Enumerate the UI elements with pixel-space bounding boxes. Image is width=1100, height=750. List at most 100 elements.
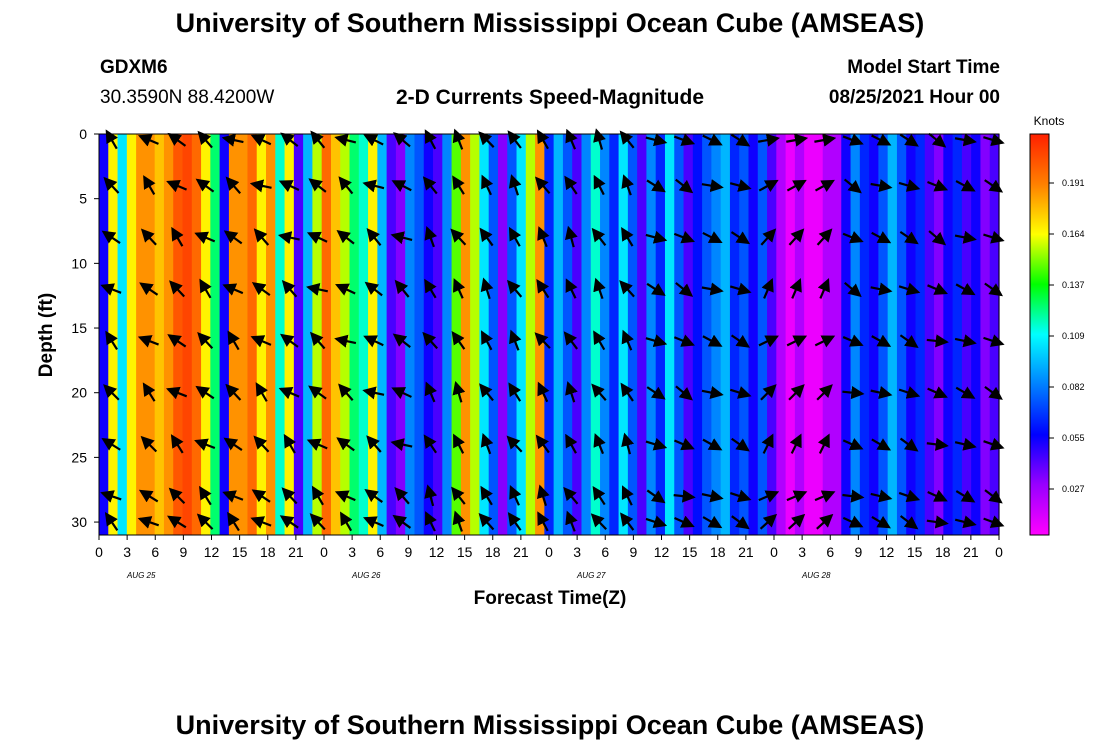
heatmap-cell xyxy=(201,134,211,535)
heatmap-cell xyxy=(386,134,397,535)
heatmap-cell xyxy=(470,134,481,535)
heatmap-cell xyxy=(757,134,768,535)
heatmap-cell xyxy=(238,134,249,535)
current-vector-arrow xyxy=(478,131,495,148)
current-vector-arrow xyxy=(730,334,750,348)
current-vector-arrow xyxy=(645,515,668,529)
y-tick-label: 20 xyxy=(71,385,87,401)
heatmap-cell xyxy=(748,134,759,535)
current-vector-arrow xyxy=(955,179,976,192)
current-vector-arrow xyxy=(591,383,607,401)
current-vector-arrow xyxy=(338,176,354,195)
current-vector-arrow xyxy=(730,231,751,245)
current-vector-arrow xyxy=(278,180,300,193)
current-vector-arrow xyxy=(251,282,271,296)
current-vector-arrow xyxy=(509,485,522,506)
current-vector-arrow xyxy=(139,282,159,296)
current-vector-arrow xyxy=(758,490,780,503)
current-vector-arrow xyxy=(480,485,493,506)
current-vector-arrow xyxy=(250,134,272,147)
colorbar-tick-label: 0.164 xyxy=(1062,229,1085,239)
current-vector-arrow xyxy=(391,180,412,193)
current-vector-arrow xyxy=(701,282,724,296)
current-vector-arrow xyxy=(225,176,242,195)
current-vector-arrow xyxy=(729,386,752,399)
current-vector-arrow xyxy=(675,178,694,194)
current-vector-arrow xyxy=(816,384,833,401)
current-vector-arrow xyxy=(306,438,328,451)
x-tick-label: 6 xyxy=(826,544,834,560)
current-vector-arrow xyxy=(250,516,272,529)
current-vector-arrow xyxy=(480,432,494,455)
heatmap-cell xyxy=(692,134,703,535)
heatmap-cell xyxy=(442,134,453,535)
heatmap-cell xyxy=(516,134,527,535)
current-vector-arrow xyxy=(506,435,523,453)
current-vector-arrow xyxy=(646,489,666,504)
current-vector-arrow xyxy=(899,230,919,245)
current-vector-arrow xyxy=(702,334,723,347)
heatmap-cell xyxy=(525,134,536,535)
heatmap-cell xyxy=(136,134,146,535)
current-vector-arrow xyxy=(871,334,892,347)
current-vector-arrow xyxy=(537,226,550,248)
x-tick-label: 15 xyxy=(907,544,923,560)
current-vector-arrow xyxy=(225,383,242,401)
current-vector-arrow xyxy=(168,487,186,505)
current-vector-arrow xyxy=(899,133,919,147)
current-vector-arrow xyxy=(926,437,949,451)
colorbar-tick-label: 0.137 xyxy=(1062,280,1085,290)
current-vector-arrow xyxy=(167,515,187,529)
x-tick-label: 6 xyxy=(601,544,609,560)
current-vector-arrow xyxy=(390,231,413,245)
x-tick-label: 3 xyxy=(798,544,806,560)
current-vector-arrow xyxy=(423,434,438,454)
current-vector-arrow xyxy=(760,384,777,401)
current-vector-arrow xyxy=(645,133,668,147)
model-start-value: 08/25/2021 Hour 00 xyxy=(828,87,1000,108)
current-vector-arrow xyxy=(508,174,522,196)
current-vector-arrow xyxy=(481,174,494,196)
current-vector-arrow xyxy=(842,438,864,451)
current-vector-arrow xyxy=(227,511,240,532)
current-vector-arrow xyxy=(310,130,326,149)
heatmap-cell xyxy=(646,134,657,535)
current-vector-arrow xyxy=(536,484,550,507)
current-vector-arrow xyxy=(199,278,212,299)
day-label: AUG 28 xyxy=(801,571,831,580)
heatmap-cell xyxy=(126,134,137,535)
current-vector-arrow xyxy=(338,383,354,401)
y-tick-label: 15 xyxy=(71,320,87,336)
current-vector-arrow xyxy=(565,278,578,299)
heatmap-cell xyxy=(405,134,416,535)
heatmap-cell xyxy=(340,134,351,535)
current-vector-arrow xyxy=(422,331,439,350)
heatmap-cell xyxy=(293,134,304,535)
current-vector-arrow xyxy=(786,133,809,147)
current-vector-arrow xyxy=(140,228,157,246)
heatmap-cell xyxy=(841,134,852,535)
current-vector-arrow xyxy=(143,175,156,195)
heatmap-cell xyxy=(145,134,156,535)
current-vector-arrow xyxy=(279,515,299,529)
heatmap-cell xyxy=(906,134,917,535)
current-vector-arrow xyxy=(363,516,384,529)
current-vector-arrow xyxy=(870,179,893,193)
current-vector-arrow xyxy=(253,435,270,453)
current-vector-arrow xyxy=(171,226,184,247)
current-vector-arrow xyxy=(424,278,437,299)
heatmap-cell xyxy=(739,134,750,535)
current-vector-arrow xyxy=(536,278,550,299)
current-vector-arrow xyxy=(197,130,213,149)
x-tick-label: 21 xyxy=(963,544,979,560)
x-tick-label: 9 xyxy=(629,544,637,560)
heatmap-cell xyxy=(182,134,193,535)
heatmap-cell xyxy=(284,134,295,535)
current-vector-arrow xyxy=(817,277,830,299)
current-vector-arrow xyxy=(673,133,696,146)
current-vector-arrow xyxy=(534,332,551,349)
heatmap-cell xyxy=(544,134,555,535)
heatmap-cell xyxy=(943,134,954,535)
current-vector-arrow xyxy=(507,130,522,149)
current-vector-arrow xyxy=(565,225,578,248)
